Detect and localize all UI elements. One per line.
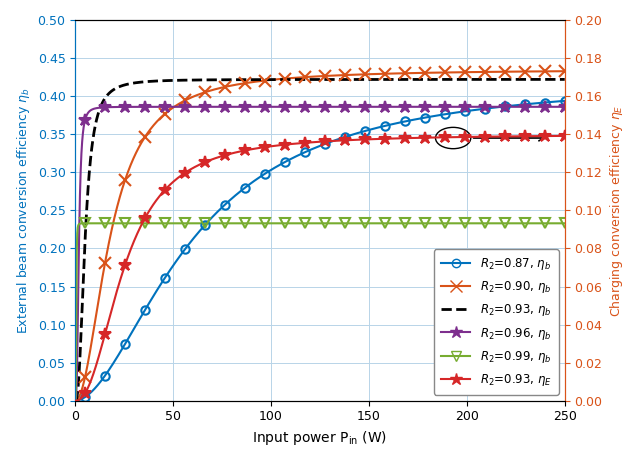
X-axis label: Input power P$_{\rm in}$ (W): Input power P$_{\rm in}$ (W) [252,429,388,447]
Y-axis label: Charging conversion efficiency $\eta_E$: Charging conversion efficiency $\eta_E$ [608,104,625,316]
Y-axis label: External beam conversion efficiency $\eta_b$: External beam conversion efficiency $\et… [15,87,32,334]
Legend: $R_2$=0.87, $\eta_b$, $R_2$=0.90, $\eta_b$, $R_2$=0.93, $\eta_b$, $R_2$=0.96, $\: $R_2$=0.87, $\eta_b$, $R_2$=0.90, $\eta_… [434,249,559,395]
